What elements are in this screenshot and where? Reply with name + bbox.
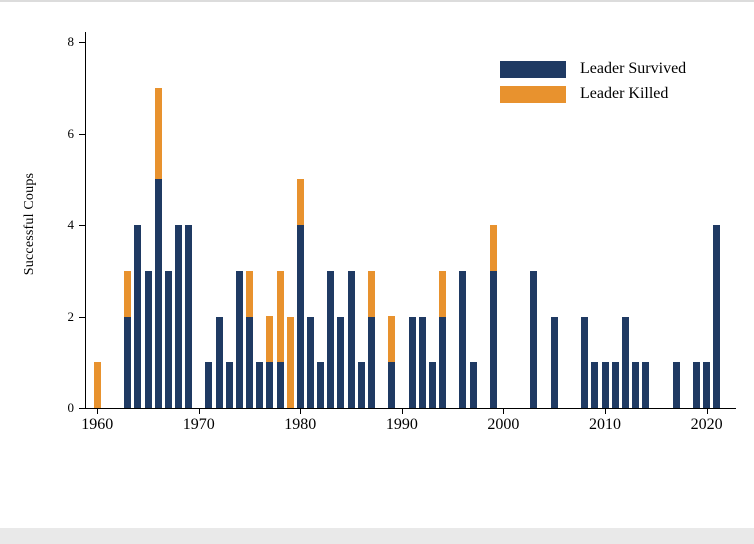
bar-killed-1960	[93, 362, 101, 408]
bar-survived-1992	[418, 316, 426, 408]
bar-killed-1978	[276, 270, 284, 363]
bar-survived-1996	[459, 270, 467, 408]
x-tick-label-1960: 1960	[81, 416, 114, 433]
x-tick-2020	[706, 408, 708, 414]
bar-survived-1969	[185, 225, 193, 408]
bar-survived-1967	[164, 270, 172, 408]
bar-killed-1975	[246, 270, 253, 317]
bar-survived-1965	[144, 270, 152, 408]
bar-survived-1987	[367, 316, 375, 408]
bar-survived-1972	[215, 316, 223, 408]
bar-killed-1966	[154, 87, 162, 180]
bar-killed-1963	[124, 270, 132, 317]
y-tick-8	[79, 42, 85, 43]
page-top-border	[0, 0, 754, 2]
bar-survived-2013	[632, 362, 639, 408]
bar-survived-1973	[225, 362, 233, 408]
bar-survived-2003	[530, 270, 538, 408]
bar-survived-1999	[489, 270, 497, 408]
legend-swatch-survived-icon	[500, 60, 566, 78]
x-tick-label-2000: 2000	[487, 416, 520, 433]
bar-survived-2012	[621, 316, 629, 408]
y-axis-title: Successful Coups	[22, 172, 37, 276]
bar-survived-1976	[256, 362, 264, 408]
bar-survived-1985	[347, 270, 355, 408]
x-tick-label-2020: 2020	[690, 416, 723, 433]
bar-killed-1980	[296, 179, 304, 225]
bar-survived-1968	[174, 225, 182, 408]
y-tick-label-4: 4	[67, 217, 75, 232]
bar-survived-1997	[469, 362, 477, 408]
bar-survived-2021	[713, 225, 721, 408]
bar-survived-1991	[408, 316, 416, 408]
y-tick-4	[79, 225, 85, 226]
bar-survived-1993	[428, 362, 436, 408]
page-bottom-border	[0, 528, 754, 544]
legend-label-survived: Leader Survived	[580, 60, 687, 77]
y-tick-label-8: 8	[67, 34, 75, 49]
bar-survived-2019	[692, 362, 700, 408]
bar-survived-1982	[317, 362, 325, 408]
bar-killed-1977	[266, 316, 274, 363]
y-tick-2	[79, 316, 85, 318]
bar-killed-1989	[388, 316, 396, 363]
bar-survived-1986	[357, 362, 365, 408]
x-tick-1970	[198, 408, 200, 414]
x-tick-2000	[503, 408, 505, 414]
x-tick-1980	[300, 408, 302, 414]
bar-survived-2014	[642, 362, 650, 408]
bar-survived-1974	[235, 270, 243, 408]
y-axis-line	[85, 32, 86, 409]
plot-area	[85, 42, 735, 408]
bar-killed-1999	[489, 224, 497, 271]
bar-survived-1966	[154, 179, 162, 408]
legend-label-killed: Leader Killed	[580, 85, 669, 102]
x-tick-1990	[401, 408, 403, 414]
x-tick-label-1970: 1970	[182, 416, 215, 433]
bar-survived-2008	[581, 316, 589, 408]
y-tick-0	[79, 408, 85, 409]
x-tick-label-2010: 2010	[589, 416, 621, 433]
legend-swatch-killed-icon	[500, 85, 566, 103]
bar-killed-1994	[439, 270, 446, 317]
bar-survived-2017	[672, 362, 680, 408]
bar-survived-2009	[591, 362, 599, 408]
x-tick-1960	[97, 408, 99, 414]
bar-survived-1978	[276, 362, 284, 408]
x-tick-2010	[605, 408, 606, 414]
x-axis-line	[85, 408, 736, 409]
bar-survived-2005	[550, 316, 558, 408]
bar-survived-2020	[703, 362, 711, 408]
bar-survived-1984	[337, 316, 345, 408]
legend: Leader Survived Leader Killed	[500, 60, 686, 110]
bar-survived-2011	[611, 362, 619, 408]
bar-survived-1989	[388, 362, 396, 408]
bar-survived-1964	[134, 225, 142, 408]
bar-survived-1994	[439, 316, 446, 408]
bar-survived-1980	[296, 225, 304, 408]
y-tick-label-0: 0	[67, 400, 75, 415]
y-tick-label-2: 2	[67, 308, 75, 324]
legend-entry-killed: Leader Killed	[500, 85, 686, 103]
bar-survived-1981	[307, 316, 314, 408]
x-tick-label-1980: 1980	[284, 416, 317, 433]
bar-survived-1977	[266, 362, 274, 408]
bar-survived-1971	[205, 362, 213, 408]
y-tick-6	[79, 133, 85, 135]
bar-survived-2010	[601, 362, 609, 408]
bar-survived-1975	[246, 316, 253, 408]
bar-killed-1979	[286, 316, 294, 408]
bar-survived-1963	[124, 316, 132, 408]
x-tick-label-1990: 1990	[385, 416, 418, 433]
bar-killed-1987	[367, 270, 375, 317]
legend-entry-survived: Leader Survived	[500, 60, 686, 78]
bar-survived-1983	[327, 270, 335, 408]
y-tick-label-6: 6	[67, 125, 75, 141]
